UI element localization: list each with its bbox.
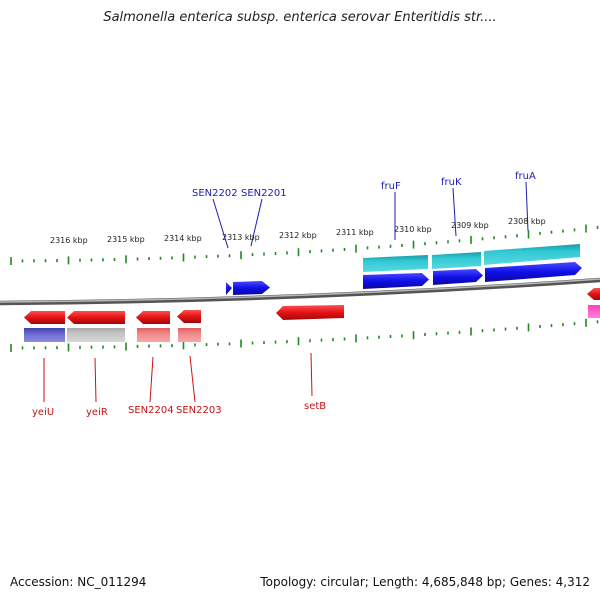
gene-SEN2203-arrow[interactable] — [177, 310, 201, 323]
genome-title: Salmonella enterica subsp. enterica sero… — [103, 10, 497, 25]
gene-fruF-arrow[interactable] — [363, 273, 429, 289]
gene-fruA-arrow[interactable] — [485, 262, 582, 282]
scale-label: 2310 kbp — [394, 225, 432, 234]
genome-backbone — [0, 277, 600, 306]
leader-line — [189, 355, 196, 403]
accession-text: Accession: NC_011294 — [10, 575, 147, 589]
leader-line — [525, 181, 529, 232]
leader-line — [94, 357, 97, 403]
scale-label: 2313 kbp — [222, 233, 260, 242]
gene-yeiU-arrow[interactable] — [24, 311, 65, 324]
gene-SEN2201-arrow[interactable] — [233, 281, 270, 295]
gene-label-fruA[interactable]: fruA — [515, 171, 536, 182]
leader-line — [310, 352, 313, 397]
gene-label-SEN2203[interactable]: SEN2203 — [176, 405, 222, 416]
gene-yeiU-feature[interactable] — [24, 328, 65, 342]
gene-SEN2204-arrow[interactable] — [136, 311, 170, 324]
gene-setB-arrow[interactable] — [276, 305, 344, 320]
gene-SEN2203-feature[interactable] — [178, 328, 201, 342]
genome-backbone-highlight — [0, 278, 600, 303]
gene-yeiR-feature[interactable] — [67, 328, 125, 342]
gene-SEN2202-arrow[interactable] — [226, 282, 232, 295]
scale-label: 2314 kbp — [164, 234, 202, 243]
leader-line — [212, 198, 229, 249]
gene-label-SEN2201[interactable]: SEN2201 — [241, 188, 287, 199]
gene-label-yeiR[interactable]: yeiR — [86, 407, 108, 418]
gene-fruF-cds[interactable] — [363, 255, 428, 272]
gene-label-fruF[interactable]: fruF — [381, 181, 401, 192]
gene-edge-feature[interactable] — [588, 305, 600, 318]
gene-label-yeiU[interactable]: yeiU — [32, 407, 54, 418]
gene-label-SEN2204[interactable]: SEN2204 — [128, 405, 174, 416]
leader-line — [149, 356, 154, 403]
gene-fruK-cds[interactable] — [432, 252, 481, 269]
gene-edge-arrow[interactable] — [587, 288, 600, 300]
gene-SEN2204-feature[interactable] — [137, 328, 170, 342]
scale-label: 2312 kbp — [279, 231, 317, 240]
gene-label-setB[interactable]: setB — [304, 401, 326, 412]
scale-label: 2309 kbp — [451, 221, 489, 230]
gene-yeiR-arrow[interactable] — [67, 311, 125, 324]
scale-label: 2316 kbp — [50, 236, 88, 245]
gene-fruK-arrow[interactable] — [433, 269, 483, 285]
leader-line — [452, 187, 457, 237]
topology-text: Topology: circular; Length: 4,685,848 bp… — [260, 575, 590, 589]
scale-label: 2308 kbp — [508, 217, 546, 226]
leader-line — [250, 198, 263, 247]
gene-label-fruK[interactable]: fruK — [441, 177, 462, 188]
gene-label-SEN2202[interactable]: SEN2202 — [192, 188, 238, 199]
scale-label: 2311 kbp — [336, 228, 374, 237]
scale-label: 2315 kbp — [107, 235, 145, 244]
lower-scale-ticks — [10, 318, 599, 352]
upper-scale-ticks — [10, 224, 599, 265]
gene-fruA-cds[interactable] — [484, 244, 580, 265]
